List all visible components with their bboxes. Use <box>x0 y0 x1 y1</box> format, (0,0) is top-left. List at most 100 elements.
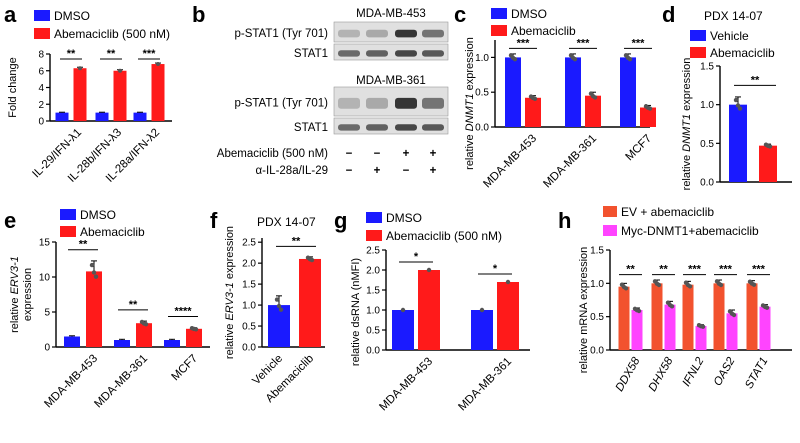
y-tick-label: 1.0 <box>475 53 489 64</box>
blot-row-label: STAT1 <box>294 48 328 60</box>
panel-g: DMSO Abemaciclib (500 nM) 0.0 0.5 1.0 1.5 2.0 2… <box>350 211 530 413</box>
condition-label: Abemaciclib (500 nM) <box>217 148 328 160</box>
blot-band <box>422 29 444 38</box>
panel-letter: b <box>192 2 205 27</box>
y-tick-label: 2.5 <box>366 246 380 257</box>
legend-label: DMSO <box>386 211 422 225</box>
y-axis-title: relative DNMT1 expression <box>681 58 693 191</box>
legend-label: EV + abemaciclib <box>621 205 714 219</box>
blot-band <box>338 50 360 57</box>
data-point <box>530 95 536 101</box>
legend-swatch <box>34 10 50 21</box>
data-point <box>276 303 282 309</box>
lane-sign: − <box>346 148 353 160</box>
lane-sign: − <box>346 165 353 177</box>
panel-letter: e <box>4 208 16 233</box>
bar-ev <box>618 286 630 350</box>
y-tick-label: 4 <box>38 83 44 94</box>
bar-abemaciclib <box>86 271 102 347</box>
data-point <box>729 311 735 316</box>
bar-myc-dnmt1 <box>726 313 738 350</box>
bar-vehicle <box>729 104 747 182</box>
legend-swatch <box>491 25 507 36</box>
bar-vehicle <box>268 305 290 347</box>
bar-abemaciclib <box>73 68 87 121</box>
y-tick-label: 0.0 <box>475 123 489 134</box>
data-point <box>590 93 596 99</box>
x-category-label: STAT1 <box>743 356 770 392</box>
x-category-label: MDA-MB-361 <box>92 353 150 411</box>
blot-membrane <box>333 43 449 61</box>
y-tick-label: 1.0 <box>700 100 714 111</box>
x-category-label: MDA-MB-453 <box>377 356 435 414</box>
data-point <box>156 62 160 67</box>
y-tick-label: 8 <box>38 50 44 61</box>
y-tick-label: 1.5 <box>366 286 380 297</box>
legend-swatch <box>690 30 706 41</box>
y-tick-label: 1.5 <box>242 280 256 291</box>
y-tick-label: 1.5 <box>700 62 714 73</box>
lane-sign: + <box>403 148 410 160</box>
x-category-label: DDX58 <box>614 355 643 394</box>
legend-label: Abemaciclib (500 nM) <box>386 229 502 243</box>
panel-f: PDX 14-07 0.0 0.5 1.0 1.5 2.0 2.5 relative ERV3… <box>224 215 325 405</box>
data-point <box>765 143 771 149</box>
bar-dmso <box>55 112 69 121</box>
bar-abemaciclib <box>759 145 777 182</box>
data-point <box>93 274 99 279</box>
x-category-label: OAS2 <box>712 355 738 388</box>
x-category-label: MDA-MB-453 <box>481 133 539 191</box>
y-tick-label: 2.0 <box>242 259 256 270</box>
y-tick-label: 2.5 <box>242 238 256 249</box>
blot-membrane <box>333 117 449 135</box>
significance-label: ** <box>292 235 301 247</box>
blot-row-label: p-STAT1 (Tyr 701) <box>234 98 328 110</box>
y-axis-title-line2: expression <box>22 268 34 321</box>
data-point <box>400 307 406 313</box>
blot-band <box>366 50 388 57</box>
bar-ev <box>682 284 694 350</box>
y-tick-label: 10 <box>39 273 51 284</box>
panel-letter: g <box>334 208 347 233</box>
condition-label: α-IL-28a/IL-29 <box>256 165 329 177</box>
blot-band <box>338 29 360 38</box>
data-point <box>510 55 516 60</box>
y-tick-label: 0.5 <box>475 88 489 99</box>
y-tick-label: 6 <box>38 66 44 77</box>
blot-band <box>422 97 444 109</box>
data-point <box>570 55 576 60</box>
significance-label: * <box>414 251 419 263</box>
bar-abemaciclib <box>418 270 440 350</box>
y-tick-label: 15 <box>39 238 51 249</box>
legend-swatch <box>690 47 706 58</box>
bar-dmso <box>565 57 581 127</box>
data-point <box>89 262 95 268</box>
data-point <box>625 55 631 60</box>
bar-abemaciclib <box>113 70 127 121</box>
x-category-label: MDA-MB-361 <box>541 133 599 191</box>
bar-abemaciclib <box>585 95 601 127</box>
panel-letter: a <box>4 2 17 27</box>
legend-swatch <box>603 225 617 236</box>
data-point <box>733 97 739 103</box>
bar-myc-dnmt1 <box>664 304 676 350</box>
y-axis-title: relative dsRNA (nMFI) <box>350 258 362 366</box>
significance-label: *** <box>752 264 766 276</box>
blot-band <box>422 50 444 57</box>
panel-e: DMSO Abemaciclib 0 5 10 15 relative ERV3-1 expr… <box>9 208 210 410</box>
legend-swatch <box>366 230 382 241</box>
blot-band <box>422 124 444 131</box>
significance-label: * <box>493 263 498 275</box>
bar-dmso <box>95 112 109 121</box>
blot-row-label: STAT1 <box>294 122 328 134</box>
legend-label: DMSO <box>511 7 547 21</box>
y-tick-label: 0.5 <box>242 322 256 333</box>
bar-dmso <box>471 310 493 350</box>
data-point <box>426 267 432 273</box>
blot-band <box>338 124 360 131</box>
data-point <box>191 326 197 332</box>
panel-h: EV + abemaciclib Myc-DNMT1+abemaciclib 0.0… <box>578 205 792 394</box>
bar-abemaciclib <box>186 328 202 347</box>
